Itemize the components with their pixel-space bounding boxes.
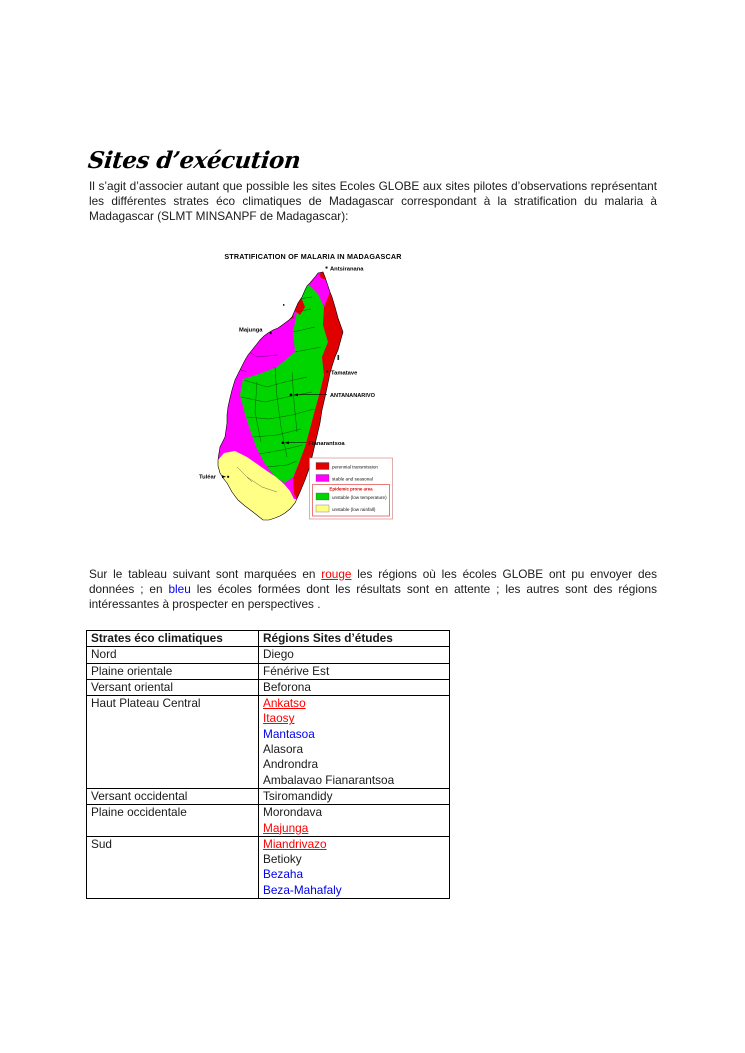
zone-unstable-low-rainfall: [218, 451, 297, 520]
site-name: Tsiromandidy: [263, 788, 333, 803]
sites-cell: Diego: [258, 646, 450, 664]
city-label: Majunga: [239, 328, 263, 334]
sites-cell: Miandrivazo Betioky Bezaha Beza-Mahafaly: [258, 835, 450, 900]
zone-perennial-north-tip: [319, 272, 326, 280]
legend-epidemic-note: Epidemic prone area: [329, 486, 373, 491]
table-row: Haut Plateau Central Ankatso Itaosy Mantaso…: [86, 695, 450, 789]
paragraph-segment: les écoles formées dont les résultats so…: [89, 582, 658, 611]
sites-cell: Ankatso Itaosy Mantasoa Alasora Androndra Amb…: [258, 695, 450, 789]
paragraph-segment: Sur le tableau suivant sont marquées en: [89, 567, 322, 581]
city-fianarantsoa: Fianarantsoa: [281, 441, 346, 447]
site-name: Mantasoa: [263, 726, 315, 741]
zone-perennial-transmission: [293, 292, 343, 499]
table-row: Nord Diego: [86, 646, 450, 664]
zone-unstable-low-temperature: [240, 285, 328, 483]
city-tamatave: Tamatave: [326, 370, 358, 377]
site-name: Beforona: [263, 679, 311, 694]
legend-epidemic-box: [312, 484, 390, 517]
legend-swatch-unstable-temp: [315, 492, 330, 501]
table-row: Versant oriental Beforona: [86, 678, 450, 697]
legend-label: stable and seasonal: [332, 476, 373, 481]
city-marker-icon: [325, 266, 328, 269]
city-marker-icon: [289, 393, 293, 397]
city-label: Tuléar: [199, 475, 217, 481]
strate-cell: Plaine occidentale: [86, 804, 259, 837]
arrowhead-icon: [222, 475, 226, 479]
site-name: Beza-Mahafaly: [263, 882, 342, 897]
site-name: Androndra: [263, 757, 319, 772]
legend-swatch-perennial: [315, 462, 330, 470]
city-antsiranana: Antsiranana: [325, 266, 364, 273]
intro-paragraph: Il s’agit d’associer autant que possible…: [89, 179, 657, 223]
strate-cell: Plaine orientale: [86, 662, 259, 680]
legend-label: unstable (low rainfall): [332, 507, 376, 512]
paragraph-segment: les régions où les écoles GLOBE ont pu e…: [89, 567, 657, 596]
legend-swatch-unstable-rain: [315, 504, 330, 513]
legend-label: perennial transmission: [332, 464, 378, 469]
city-marker-icon: [269, 332, 272, 335]
site-name: Morondava: [263, 805, 323, 820]
strate-cell: Versant oriental: [86, 678, 259, 697]
word-bleu: bleu: [168, 582, 191, 596]
site-name: Fénérive Est: [263, 663, 330, 678]
city-antananarivo: ANTANANARIVO: [289, 393, 376, 399]
arrowhead-icon: [294, 393, 298, 397]
header-regions: Régions Sites d’études: [258, 629, 450, 648]
site-name: Alasora: [263, 742, 303, 757]
table-row: Plaine orientale Fénérive Est: [86, 662, 450, 680]
city-tulear: Tuléar: [199, 475, 230, 481]
site-name: Diego: [263, 647, 294, 662]
sites-cell: Morondava Majunga: [258, 804, 450, 837]
strata-table-body: Nord Diego Plaine orientale Fénérive Est Ver…: [86, 646, 450, 900]
header-strates: Strates éco climatiques: [86, 629, 259, 648]
sites-cell: Fénérive Est: [258, 662, 450, 680]
city-label: Antsiranana: [330, 267, 364, 273]
city-label: Tamatave: [331, 371, 358, 377]
table-row: Plaine occidentale Morondava Majunga: [86, 804, 450, 837]
site-name: Betioky: [263, 852, 302, 867]
site-name: Miandrivazo: [263, 836, 327, 851]
page-title: Sites d’exécution: [86, 147, 302, 174]
madagascar-island-outline: [217, 271, 344, 521]
strata-sites-table: Strates éco climatiques Régions Sites d’…: [86, 629, 450, 900]
madagascar-map-svg: STRATIFICATION OF MALARIA IN MADAGASCAR: [199, 252, 402, 521]
table-row: Versant occidental Tsiromandidy: [86, 787, 450, 806]
city-marker-icon: [227, 475, 230, 478]
map-title: STRATIFICATION OF MALARIA IN MADAGASCAR: [224, 252, 402, 261]
site-name: Majunga: [263, 820, 309, 835]
site-name: Itaosy: [263, 711, 295, 726]
site-name: Bezaha: [263, 867, 304, 882]
legend-swatch-stable-seasonal: [315, 474, 330, 482]
map-legend: perennial transmission stable and season…: [309, 457, 393, 520]
word-rouge: rouge: [321, 567, 352, 581]
malaria-map: STRATIFICATION OF MALARIA IN MADAGASCAR: [197, 247, 430, 565]
city-majunga: Majunga: [239, 328, 272, 335]
strate-cell: Haut Plateau Central: [86, 695, 259, 789]
site-name: Ankatso: [263, 696, 306, 711]
offshore-islet-icon: [283, 304, 285, 306]
table-header-row: Strates éco climatiques Régions Sites d’…: [86, 629, 450, 648]
strate-cell: Versant occidental: [86, 787, 259, 806]
legend-label: unstable (low temperature): [332, 495, 387, 500]
sites-cell: Tsiromandidy: [258, 787, 450, 806]
sites-cell: Beforona: [258, 678, 450, 697]
offshore-island-icon: [337, 355, 340, 360]
arrowhead-icon: [285, 441, 289, 445]
table-intro-paragraph: Sur le tableau suivant sont marquées en …: [89, 567, 657, 612]
city-label: Fianarantsoa: [309, 441, 346, 447]
city-marker-icon: [281, 441, 285, 445]
table-row: Sud Miandrivazo Betioky Bezaha Beza-Mahafaly: [86, 835, 450, 900]
strate-cell: Nord: [86, 646, 259, 664]
strate-cell: Sud: [86, 835, 259, 900]
city-marker-icon: [326, 370, 329, 373]
city-label: ANTANANARIVO: [330, 393, 376, 399]
site-name: Ambalavao Fianarantsoa: [263, 772, 395, 787]
